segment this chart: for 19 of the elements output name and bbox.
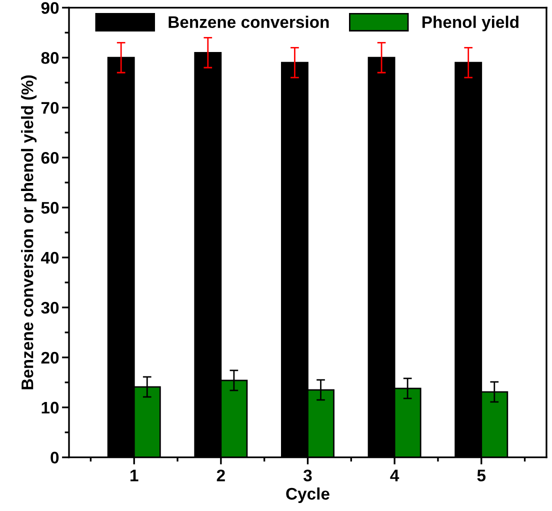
- y-tick-label: 90: [41, 2, 59, 14]
- x-tick-label: 3: [303, 470, 312, 482]
- y-tick-label: 70: [41, 102, 59, 114]
- y-axis-title: Benzene conversion or phenol yield (%): [21, 75, 37, 390]
- y-tick-label: 0: [50, 452, 59, 464]
- y-tick-label: 80: [41, 52, 59, 64]
- legend-label: Phenol yield: [422, 16, 518, 32]
- y-tick-label: 50: [41, 202, 59, 214]
- x-tick-label: 2: [216, 470, 225, 482]
- x-tick-label: 5: [477, 470, 486, 482]
- y-tick-label: 30: [41, 302, 59, 314]
- legend-label: Benzene conversion: [168, 16, 329, 28]
- x-tick-label: 1: [130, 470, 138, 482]
- y-tick-label: 10: [42, 402, 59, 414]
- x-axis-title: Cycle: [286, 487, 330, 503]
- x-tick-label: 4: [390, 470, 400, 482]
- y-tick-label: 20: [41, 352, 59, 364]
- y-tick-label: 40: [40, 252, 59, 264]
- y-tick-label: 60: [41, 152, 59, 164]
